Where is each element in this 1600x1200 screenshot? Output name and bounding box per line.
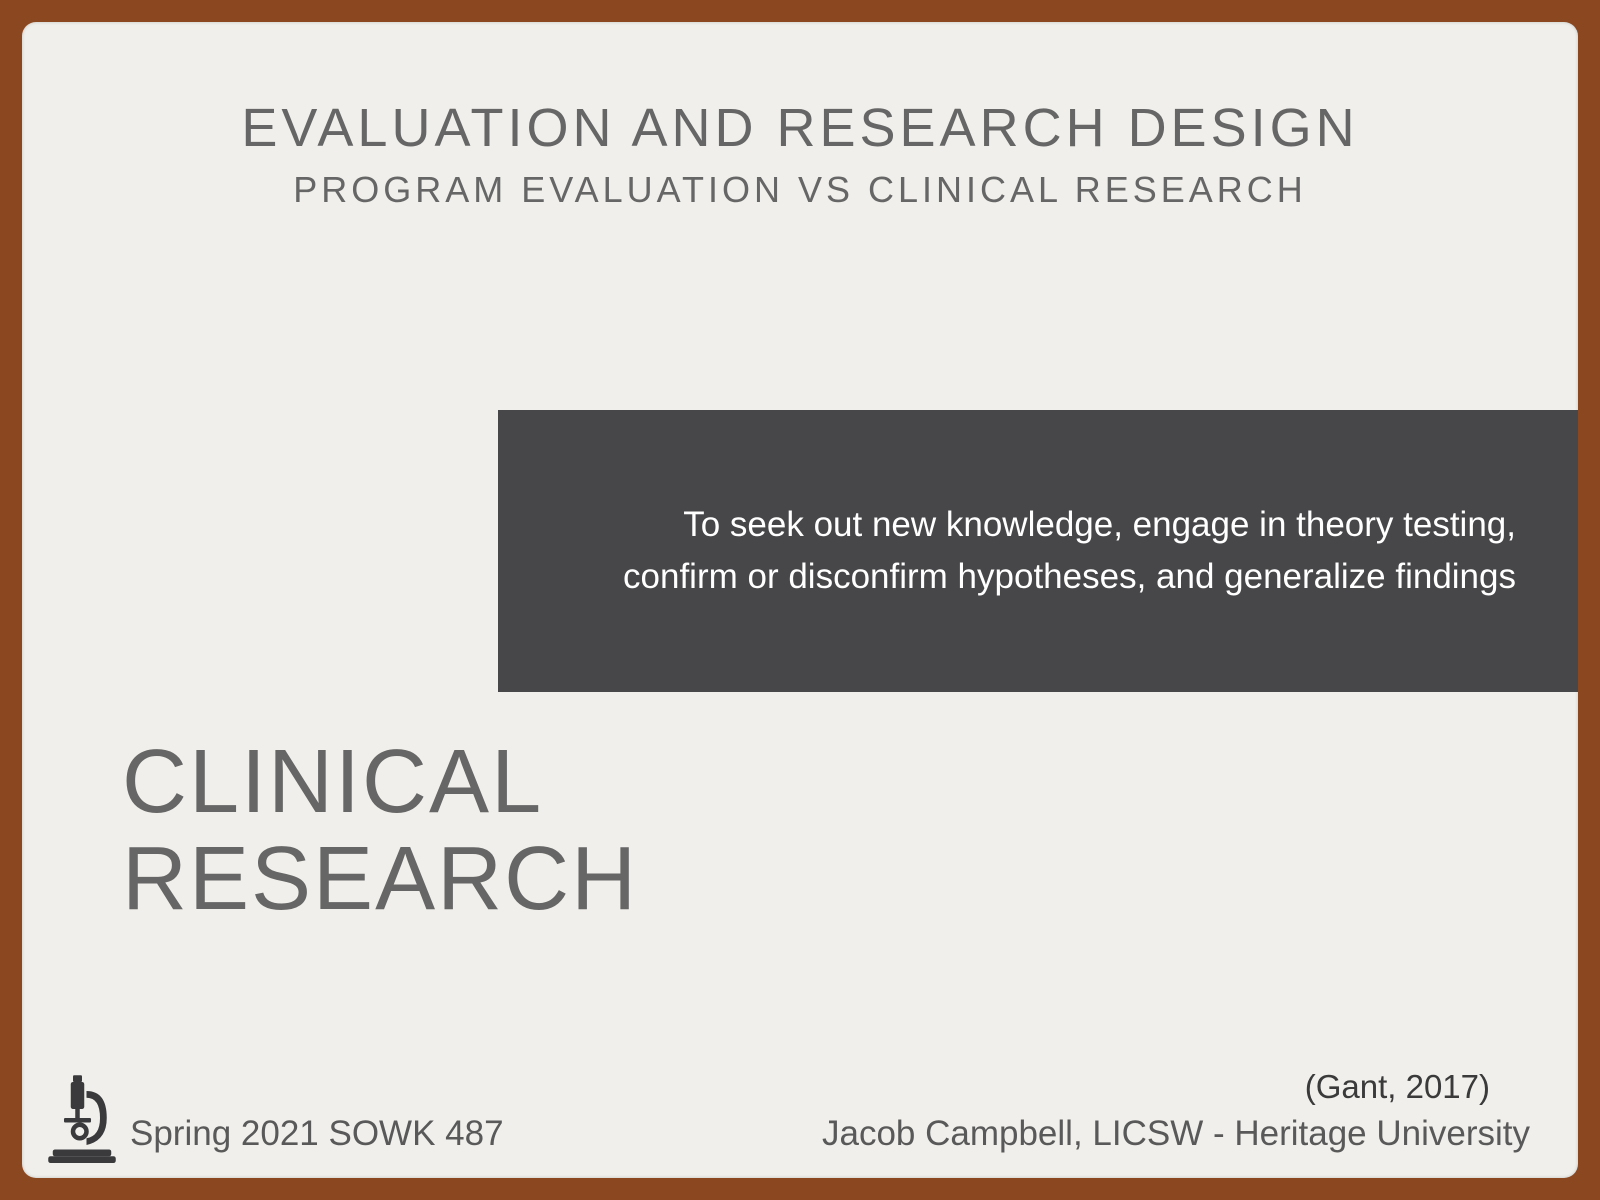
slide-content: EVALUATION AND RESEARCH DESIGN PROGRAM E… [22,22,1578,1178]
main-title: EVALUATION AND RESEARCH DESIGN [22,97,1578,159]
section-line1: CLINICAL [122,734,638,831]
section-label: CLINICAL RESEARCH [122,734,638,928]
section-line2: RESEARCH [122,831,638,928]
footer-right: Jacob Campbell, LICSW - Heritage Univers… [822,1114,1530,1154]
slide-frame: EVALUATION AND RESEARCH DESIGN PROGRAM E… [0,0,1600,1200]
definition-box: To seek out new knowledge, engage in the… [498,410,1578,692]
microscope-icon [46,1073,118,1163]
definition-text: To seek out new knowledge, engage in the… [588,499,1516,604]
header-area: EVALUATION AND RESEARCH DESIGN PROGRAM E… [22,22,1578,211]
subtitle: PROGRAM EVALUATION VS CLINICAL RESEARCH [22,169,1578,211]
footer-left: Spring 2021 SOWK 487 [130,1114,504,1154]
citation: (Gant, 2017) [1305,1068,1490,1106]
